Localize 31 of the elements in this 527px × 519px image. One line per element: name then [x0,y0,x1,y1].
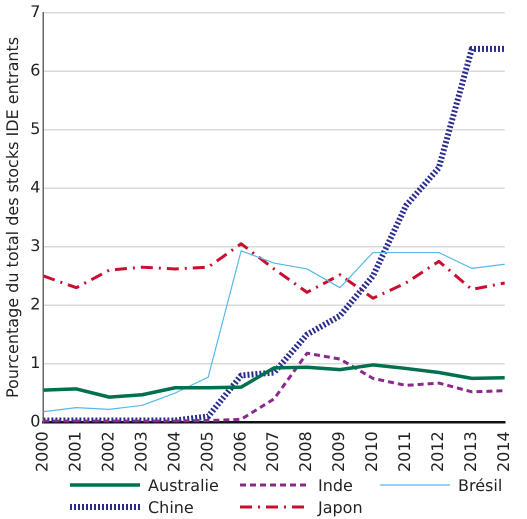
legend-label: Chine [148,498,194,516]
x-tick-label: 2013 [461,431,480,472]
x-tick-label: 2007 [263,431,282,472]
x-tick-label: 2000 [32,431,52,472]
x-tick-label: 2014 [494,431,513,472]
y-tick-label: 5 [30,118,40,138]
x-tick-label: 2006 [230,431,250,472]
legend-label: Inde [318,476,353,494]
x-tick-label: 2008 [296,431,316,472]
x-tick-label: 2005 [197,431,216,472]
x-tick-label: 2002 [98,431,118,472]
y-tick-label: 4 [30,177,40,196]
x-tick-label: 2011 [395,431,414,472]
y-tick-label: 7 [30,2,40,21]
legend-label: Brésil [458,476,502,494]
x-tick-label: 2001 [65,431,84,472]
x-tick-label: 2004 [164,431,184,472]
y-axis-title: Pourcentage du total des stocks IDE entrants [2,36,22,398]
y-tick-label: 2 [30,294,40,314]
y-tick-label: 6 [30,60,40,80]
line-series [43,352,505,422]
x-tick-label: 2009 [329,431,348,472]
x-tick-label: 2003 [131,431,150,472]
y-tick-label: 1 [30,352,40,372]
x-tick-label: 2012 [428,431,448,472]
line-series [43,242,505,300]
y-tick-label: 0 [30,411,40,430]
y-tick-label: 3 [30,236,40,255]
legend-label: Australie [148,476,219,494]
x-tick-label: 2010 [362,431,382,472]
legend-label: Japon [318,498,363,516]
